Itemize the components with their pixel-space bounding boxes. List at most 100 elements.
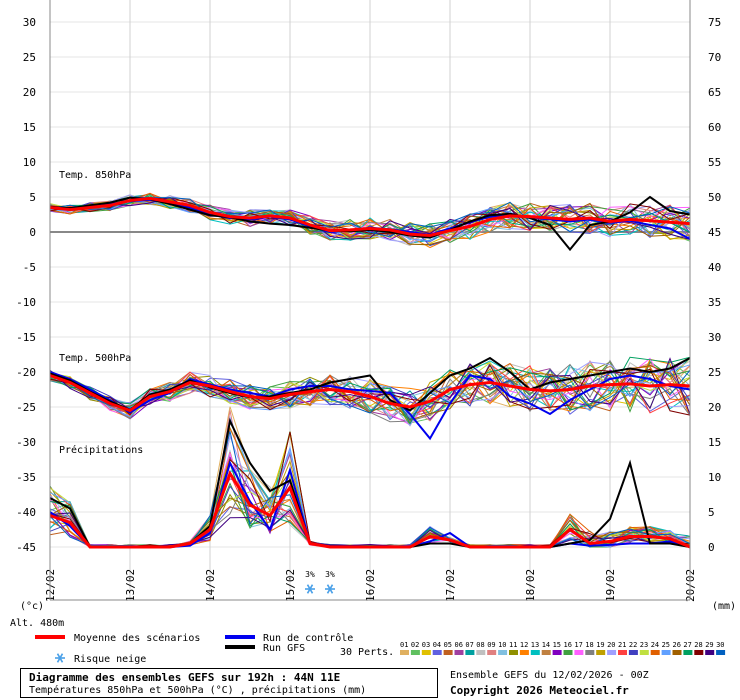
pert-keys: 01 02 03 04 05 06 07 08 09 10 11 12 13 14 15 16 17 18 19 20… <box>400 641 726 655</box>
pert-number: 01 <box>400 641 408 649</box>
legend-perts-label: 30 Perts. <box>340 647 394 658</box>
series-t850-line <box>49 196 691 238</box>
pert-swatch <box>421 650 431 655</box>
snow-risk-pct: 3% <box>305 570 315 579</box>
pert-swatch <box>443 650 453 655</box>
pert-number: 27 <box>683 641 691 649</box>
right-tick-label: 70 <box>708 51 721 64</box>
legend-control-label: Run de contrôle <box>263 632 353 644</box>
right-tick-label: 50 <box>708 191 721 204</box>
snow-markers: 3% 3% <box>305 570 335 594</box>
pert-swatch <box>400 650 409 655</box>
pert-swatch <box>454 650 464 655</box>
pert-swatch <box>607 650 617 655</box>
main-series <box>49 195 691 549</box>
chart-grid <box>49 0 691 600</box>
snowflake-icon <box>305 584 315 594</box>
pert-swatch <box>509 650 518 655</box>
left-tick-label: -30 <box>16 436 36 449</box>
pert-number: 12 <box>520 641 528 649</box>
x-tick-label: 17/02 <box>444 569 457 602</box>
right-tick-label: 5 <box>708 506 715 519</box>
x-tick-label: 16/02 <box>364 569 377 602</box>
pert-swatch <box>410 650 420 655</box>
left-tick-label: -35 <box>16 471 36 484</box>
x-tick-label: 14/02 <box>204 569 217 602</box>
pert-swatch <box>596 650 606 655</box>
pert-number: 13 <box>531 641 539 649</box>
pert-number: 23 <box>640 641 648 649</box>
series-t500-line <box>49 371 691 441</box>
pert-number: 04 <box>433 641 441 649</box>
left-tick-label: 0 <box>29 226 36 239</box>
left-tick-label: 10 <box>23 156 36 169</box>
pert-swatch <box>639 650 649 655</box>
pert-swatch <box>552 650 562 655</box>
label-precip: Précipitations <box>59 444 143 456</box>
pert-swatch <box>476 650 486 655</box>
right-tick-label: 0 <box>708 541 715 554</box>
pert-number: 28 <box>694 641 702 649</box>
pert-number: 29 <box>705 641 713 649</box>
right-tick-label: 30 <box>708 331 721 344</box>
x-tick-label: 13/02 <box>124 569 137 602</box>
pert-swatch <box>465 650 475 655</box>
altitude-label: Alt. 480m <box>10 618 64 629</box>
pert-number: 15 <box>553 641 561 649</box>
x-tick-label: 15/02 <box>284 569 297 602</box>
right-tick-label: 40 <box>708 261 721 274</box>
pert-number: 02 <box>411 641 419 649</box>
pert-number: 17 <box>574 641 582 649</box>
left-tick-label: 20 <box>23 86 36 99</box>
pert-number: 26 <box>673 641 681 649</box>
left-tick-label: 30 <box>23 16 36 29</box>
left-tick-label: -5 <box>23 261 36 274</box>
pert-number: 25 <box>662 641 670 649</box>
legend: Moyenne des scénarios Run de contrôle Ru… <box>35 632 726 665</box>
legend-snow-label: Risque neige <box>74 654 146 665</box>
pert-number: 21 <box>618 641 626 649</box>
right-tick-label: 55 <box>708 156 721 169</box>
series-precip-line <box>49 470 691 549</box>
right-tick-label: 25 <box>708 366 721 379</box>
pert-swatch <box>530 650 540 655</box>
right-tick-label: 15 <box>708 436 721 449</box>
member-t850-line <box>49 196 691 238</box>
pert-swatch <box>661 650 671 655</box>
pert-number: 03 <box>422 641 430 649</box>
pert-number: 08 <box>476 641 484 649</box>
left-tick-label: -20 <box>16 366 36 379</box>
member-t850-line <box>49 192 691 236</box>
x-tick-label: 18/02 <box>524 569 537 602</box>
left-tick-label: 25 <box>23 51 36 64</box>
member-t500-line <box>49 364 691 419</box>
right-tick-label: 75 <box>708 16 721 29</box>
snowflake-icon <box>325 584 335 594</box>
pert-number: 16 <box>564 641 572 649</box>
pert-number: 22 <box>629 641 637 649</box>
pert-number: 24 <box>651 641 659 649</box>
pert-swatch <box>618 650 627 655</box>
pert-swatch <box>672 650 682 655</box>
pert-swatch <box>585 650 595 655</box>
pert-number: 14 <box>542 641 550 649</box>
pert-swatch <box>563 650 573 655</box>
right-tick-label: 10 <box>708 471 721 484</box>
pert-swatch <box>432 650 442 655</box>
series-t500-line <box>49 356 691 412</box>
pert-swatch <box>716 650 726 655</box>
pert-swatch <box>694 650 704 655</box>
pert-swatch <box>705 650 715 655</box>
run-info: Ensemble GEFS du 12/02/2026 - 00Z <box>450 670 649 681</box>
copyright: Copyright 2026 Meteociel.fr <box>450 684 629 697</box>
pert-number: 11 <box>509 641 517 649</box>
x-tick-label: 19/02 <box>604 569 617 602</box>
pert-swatch <box>541 650 551 655</box>
label-t850: Temp. 850hPa <box>59 170 131 181</box>
legend-gfs-label: Run GFS <box>263 643 305 654</box>
pert-number: 18 <box>585 641 593 649</box>
left-tick-label: -25 <box>16 401 36 414</box>
pert-number: 09 <box>487 641 495 649</box>
